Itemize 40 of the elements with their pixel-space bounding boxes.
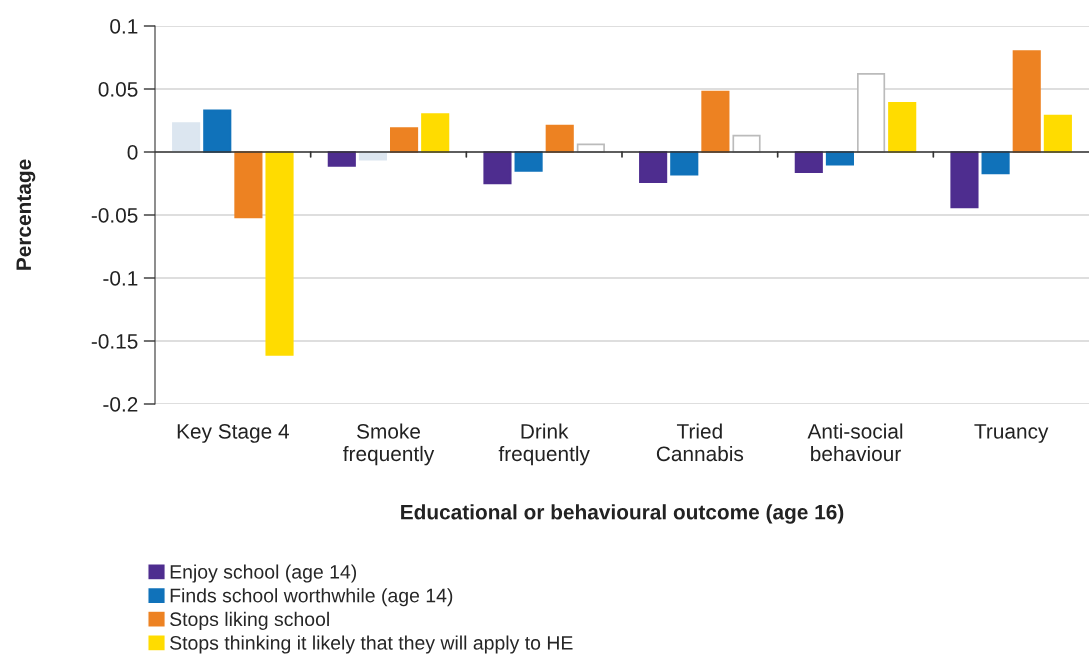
bar — [888, 102, 917, 153]
bar — [483, 151, 512, 185]
bar — [545, 124, 574, 153]
x-tick-label: Smoke frequently — [343, 423, 435, 466]
legend-label: Stops liking school — [170, 611, 329, 630]
bar — [514, 151, 543, 172]
bar — [794, 151, 823, 173]
x-tick-label: Drink frequently — [498, 423, 590, 466]
y-tick-label: 0 — [127, 145, 138, 160]
bar — [639, 151, 668, 184]
x-tick-label: Key Stage 4 — [177, 423, 289, 443]
y-tick-label: 0.05 — [98, 82, 138, 97]
bar — [172, 122, 201, 153]
bar — [1012, 50, 1041, 153]
x-tick-label: Truancy — [974, 424, 1049, 443]
bar — [1043, 114, 1072, 153]
legend-label: Finds school worthwhile (age 14) — [170, 588, 453, 607]
y-tick-label: -0.1 — [103, 271, 138, 286]
y-tick-label: -0.2 — [103, 397, 138, 412]
bar — [327, 151, 356, 167]
bar — [701, 90, 730, 153]
bar — [421, 113, 450, 153]
bar — [389, 127, 419, 153]
bar — [265, 151, 294, 356]
bar — [670, 151, 699, 176]
bar — [981, 151, 1010, 175]
legend-label: Enjoy school (age 14) — [170, 564, 357, 583]
y-tick-label: -0.15 — [91, 334, 138, 349]
x-tick-label: Anti-social behaviour — [807, 423, 903, 462]
bar — [234, 151, 263, 219]
bar — [950, 151, 979, 209]
x-tick-label: Tried Cannabis — [656, 423, 744, 462]
x-axis-title: Educational or behavioural outcome (age 16) — [401, 504, 844, 524]
y-tick-label: 0.1 — [110, 19, 138, 34]
y-tick-label: -0.05 — [91, 208, 138, 223]
bar — [732, 134, 761, 153]
bar — [203, 109, 232, 153]
y-axis-title: Percentage — [16, 159, 36, 270]
legend-label: Stops thinking it likely that they will apply to HE — [170, 635, 573, 654]
bar — [856, 73, 886, 153]
